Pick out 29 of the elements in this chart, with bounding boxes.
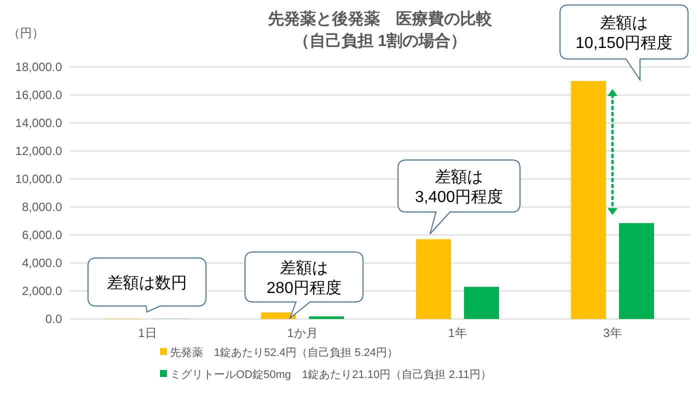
legend-label: ミグリトールOD錠50mg 1錠あたり21.10円（自己負担 2.11円） bbox=[170, 369, 492, 381]
bar bbox=[464, 286, 499, 319]
y-tick-label: 14,000.0 bbox=[15, 116, 62, 130]
text: 差額は 10,150円程度 bbox=[576, 14, 672, 52]
bar bbox=[571, 81, 606, 319]
x-tick-label: 1か月 bbox=[287, 326, 318, 340]
y-tick-label: 0.0 bbox=[45, 312, 62, 326]
bar bbox=[619, 223, 654, 319]
x-tick-label: 3年 bbox=[603, 326, 622, 340]
x-tick-label: 1年 bbox=[448, 326, 467, 340]
y-tick-label: 18,000.0 bbox=[15, 60, 62, 74]
y-tick-label: 12,000.0 bbox=[15, 144, 62, 158]
legend-label: 先発薬 1錠あたり52.4円（自己負担 5.24円） bbox=[170, 346, 398, 359]
y-tick-label: 6,000.0 bbox=[22, 228, 62, 242]
bar bbox=[309, 316, 344, 319]
y-tick-label: 4,000.0 bbox=[22, 256, 62, 270]
y-tick-label: 16,000.0 bbox=[15, 88, 62, 102]
y-axis-title: （円） bbox=[8, 26, 44, 40]
y-tick-label: 8,000.0 bbox=[22, 200, 62, 214]
annotation: 差額は 3,400円程度 bbox=[414, 168, 504, 206]
chart-title: 先発薬と後発薬 医療費の比較 bbox=[267, 10, 493, 28]
chart-subtitle: （自己負担 1割の場合） bbox=[293, 32, 467, 50]
annotation: 差額は 280円程度 bbox=[266, 259, 342, 297]
annotation: 差額は数円 bbox=[107, 274, 187, 292]
bar bbox=[416, 239, 451, 319]
y-tick-label: 2,000.0 bbox=[22, 284, 62, 298]
bar bbox=[261, 312, 296, 319]
y-tick-label: 10,000.0 bbox=[15, 172, 62, 186]
x-tick-label: 1日 bbox=[138, 326, 157, 340]
